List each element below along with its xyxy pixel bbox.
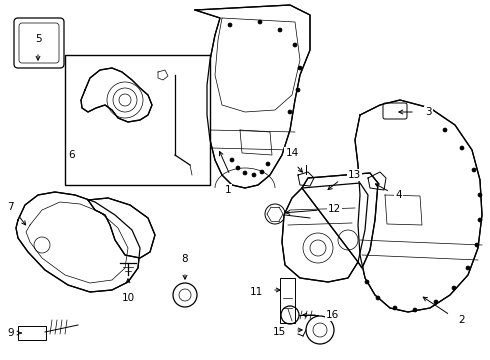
Circle shape xyxy=(478,218,482,222)
Text: 2: 2 xyxy=(458,315,465,325)
Circle shape xyxy=(472,168,476,172)
Text: 13: 13 xyxy=(348,170,361,180)
Text: 10: 10 xyxy=(122,293,135,303)
Polygon shape xyxy=(302,173,378,268)
Polygon shape xyxy=(16,192,140,292)
Text: 7: 7 xyxy=(7,202,14,212)
Text: 1: 1 xyxy=(225,185,231,195)
Circle shape xyxy=(360,260,364,264)
Circle shape xyxy=(460,146,464,150)
Circle shape xyxy=(413,308,417,312)
Text: 16: 16 xyxy=(326,310,339,320)
Circle shape xyxy=(278,28,282,32)
Circle shape xyxy=(376,296,380,300)
Text: 3: 3 xyxy=(425,107,432,117)
Text: 12: 12 xyxy=(328,204,341,214)
Circle shape xyxy=(443,128,447,132)
Circle shape xyxy=(243,171,247,175)
Polygon shape xyxy=(355,100,482,312)
Circle shape xyxy=(252,173,256,177)
Circle shape xyxy=(258,20,262,24)
Circle shape xyxy=(230,158,234,162)
Circle shape xyxy=(393,306,397,310)
Text: 9: 9 xyxy=(7,328,14,338)
Text: 15: 15 xyxy=(273,327,286,337)
Bar xyxy=(280,278,295,323)
Circle shape xyxy=(475,243,479,247)
Text: 14: 14 xyxy=(285,148,298,158)
Circle shape xyxy=(288,110,292,114)
Circle shape xyxy=(228,23,232,27)
Text: 8: 8 xyxy=(182,254,188,264)
Polygon shape xyxy=(282,183,368,282)
Circle shape xyxy=(293,43,297,47)
Circle shape xyxy=(478,193,482,197)
Polygon shape xyxy=(88,198,155,258)
Circle shape xyxy=(434,300,438,304)
Text: 6: 6 xyxy=(68,150,74,160)
Bar xyxy=(18,326,46,340)
FancyBboxPatch shape xyxy=(383,103,407,119)
Circle shape xyxy=(266,162,270,166)
Circle shape xyxy=(452,286,456,290)
Circle shape xyxy=(260,170,264,174)
Circle shape xyxy=(296,88,300,92)
Circle shape xyxy=(466,266,470,270)
Polygon shape xyxy=(195,5,310,188)
Bar xyxy=(65,55,210,185)
Circle shape xyxy=(365,280,369,284)
Circle shape xyxy=(298,66,302,70)
Text: 5: 5 xyxy=(35,34,41,44)
Polygon shape xyxy=(81,68,152,122)
Text: 11: 11 xyxy=(250,287,263,297)
Text: 4: 4 xyxy=(395,190,402,200)
Circle shape xyxy=(236,166,240,170)
FancyBboxPatch shape xyxy=(14,18,64,68)
